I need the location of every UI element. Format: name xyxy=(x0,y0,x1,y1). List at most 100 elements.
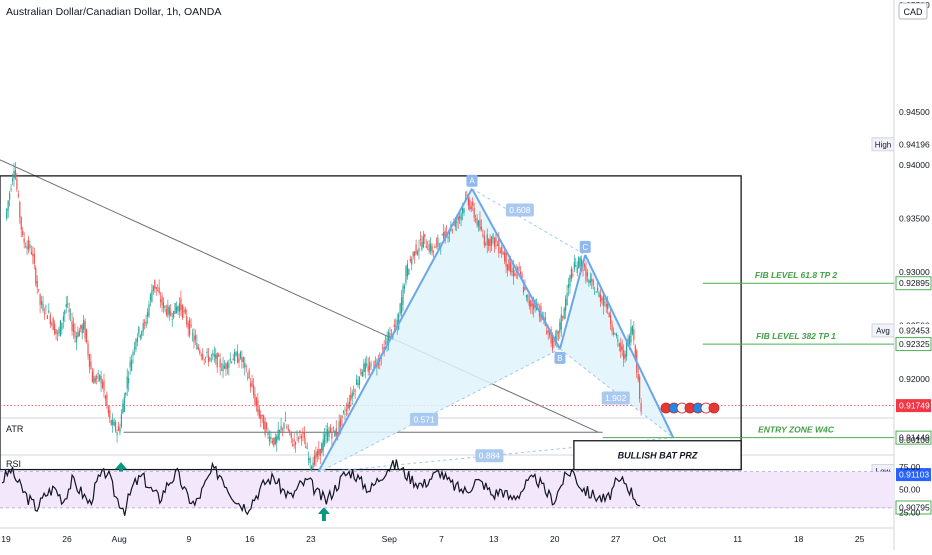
candle-body xyxy=(456,221,458,223)
candle-body xyxy=(502,253,504,255)
up-arrow-icon xyxy=(114,462,127,477)
candle-body xyxy=(331,433,333,439)
candle-body xyxy=(344,413,346,415)
candle-body xyxy=(100,375,102,384)
pattern-point-box[interactable] xyxy=(554,351,566,364)
price-label-value: 0.92453 xyxy=(899,325,930,335)
candle-body xyxy=(310,466,313,470)
candle-body xyxy=(586,272,588,277)
candle-body xyxy=(411,258,413,265)
candle-body xyxy=(190,324,192,327)
candle-body xyxy=(589,279,591,283)
candle-body xyxy=(528,300,530,307)
candle-body xyxy=(348,401,350,409)
candle-body xyxy=(594,293,596,295)
candle-body xyxy=(415,244,417,254)
pattern-point-b[interactable]: B xyxy=(557,354,562,363)
candle-body xyxy=(270,436,272,440)
currency-badge[interactable]: CAD xyxy=(903,7,923,17)
candle-body xyxy=(342,411,345,413)
candle-body xyxy=(361,372,363,377)
pattern-fill-xab xyxy=(317,188,560,473)
candle-body xyxy=(129,361,131,368)
candle-body xyxy=(596,287,599,291)
candle-body xyxy=(228,363,230,368)
annotation-label: ENTRY ZONE W4C xyxy=(758,425,835,435)
candle-body xyxy=(151,290,153,303)
event-flag-icon[interactable] xyxy=(708,402,720,414)
candle-body xyxy=(62,316,64,321)
time-axis[interactable]: 19 26 Aug 9 16 23 Sep 7 13 20 27 Oct 11 18 25 xyxy=(1,534,864,544)
candle-body xyxy=(68,309,70,313)
candle-body xyxy=(313,455,316,465)
rsi-line xyxy=(1,459,641,516)
candle-body xyxy=(29,244,31,248)
candle-body xyxy=(358,377,361,385)
pattern-point-box[interactable] xyxy=(579,240,591,253)
candle-body xyxy=(496,244,498,246)
candle-body xyxy=(607,303,609,310)
ratio-label: 0.608 xyxy=(509,205,531,215)
candle-body xyxy=(189,319,191,336)
currency-badge-box[interactable] xyxy=(898,2,928,20)
candle-body xyxy=(261,414,263,416)
price-tag-label: High xyxy=(875,140,891,149)
candle-body xyxy=(351,392,353,398)
candle-body xyxy=(549,331,551,336)
candle-body xyxy=(625,341,628,357)
ratio-label-box xyxy=(505,203,534,217)
candle-body xyxy=(241,357,243,363)
candle-body xyxy=(382,347,384,349)
candle-body xyxy=(226,362,228,370)
candle-body xyxy=(38,289,40,291)
price-label-box xyxy=(895,500,932,515)
pattern-point-c[interactable]: C xyxy=(582,243,588,252)
candle-body xyxy=(55,329,57,334)
candle-body xyxy=(562,316,564,318)
candle-body xyxy=(506,264,509,271)
candle-body xyxy=(329,427,332,433)
candle-body xyxy=(459,216,461,219)
pattern-point-box[interactable] xyxy=(466,174,478,187)
candle-body xyxy=(321,443,323,454)
candle-body xyxy=(191,333,194,335)
candle-body xyxy=(599,294,602,302)
candle-body xyxy=(553,340,555,342)
candle-body xyxy=(602,296,604,306)
candle-body xyxy=(175,306,178,313)
candle-body xyxy=(14,170,17,179)
candle-body xyxy=(177,306,179,311)
candle-body xyxy=(145,321,147,326)
price-label-box xyxy=(896,137,931,151)
prz-box[interactable] xyxy=(573,440,742,471)
candle-body xyxy=(579,257,581,267)
candle-body xyxy=(232,358,234,361)
candle-body xyxy=(290,431,292,439)
candle-body xyxy=(447,236,449,239)
candle-body xyxy=(252,384,255,395)
candle-body xyxy=(293,439,295,442)
candle-body xyxy=(412,252,414,257)
candle-body xyxy=(23,238,25,243)
x-tick-label: 18 xyxy=(794,534,804,544)
candle-body xyxy=(425,245,427,248)
candle-body xyxy=(473,207,475,218)
pattern-point-a[interactable]: A xyxy=(469,177,475,186)
candle-body xyxy=(385,342,387,344)
candle-body xyxy=(505,252,507,267)
candle-body xyxy=(36,280,38,288)
candle-body xyxy=(480,226,483,230)
candle-body xyxy=(604,302,606,304)
pattern-leg-cd xyxy=(584,254,675,438)
candle-body xyxy=(570,268,573,280)
candle-body xyxy=(46,315,48,319)
candle-body xyxy=(218,354,220,357)
candle-body xyxy=(466,194,468,196)
candle-body xyxy=(565,298,567,311)
candle-body xyxy=(13,170,15,179)
x-tick-label: Sep xyxy=(382,534,397,544)
candle-body xyxy=(135,339,137,350)
price-tag-box xyxy=(871,323,895,338)
